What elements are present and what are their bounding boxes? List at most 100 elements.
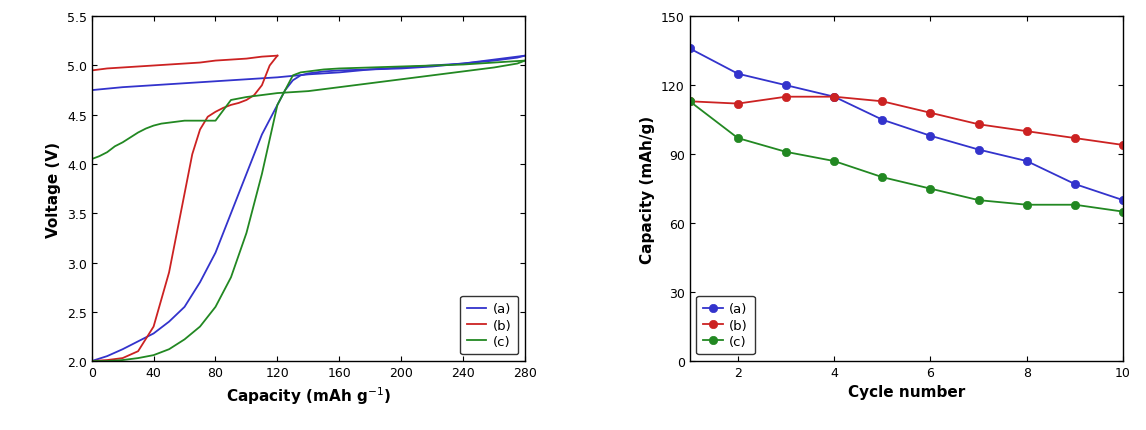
(b) xyxy=(93,68,107,73)
(c) xyxy=(731,136,745,141)
(b) xyxy=(779,95,793,100)
(a) xyxy=(270,76,284,81)
(c) xyxy=(147,124,160,129)
(b) xyxy=(101,67,115,72)
Line: (a): (a) xyxy=(92,56,525,91)
(c) xyxy=(1068,203,1082,208)
Y-axis label: Voltage (V): Voltage (V) xyxy=(46,141,61,237)
(c) xyxy=(240,95,253,100)
(b) xyxy=(1068,136,1082,141)
(c) xyxy=(178,119,191,124)
(b) xyxy=(827,95,841,100)
(c) xyxy=(101,150,115,155)
(c) xyxy=(170,120,183,125)
(b) xyxy=(209,59,222,64)
(b) xyxy=(132,65,146,70)
(a) xyxy=(85,88,99,93)
(c) xyxy=(194,119,207,124)
(c) xyxy=(124,135,138,141)
(b) xyxy=(163,63,176,68)
(a) xyxy=(510,56,524,61)
(c) xyxy=(972,198,986,203)
(c) xyxy=(139,127,152,132)
Line: (c): (c) xyxy=(92,61,525,160)
(b) xyxy=(178,62,191,67)
(c) xyxy=(93,154,107,160)
Y-axis label: Capacity (mAh/g): Capacity (mAh/g) xyxy=(641,115,656,263)
(c) xyxy=(510,62,524,67)
(a) xyxy=(876,118,889,123)
(c) xyxy=(827,159,841,164)
(c) xyxy=(186,119,199,124)
(b) xyxy=(683,99,697,104)
X-axis label: Capacity (mAh g$^{-1}$): Capacity (mAh g$^{-1}$) xyxy=(226,384,391,406)
(c) xyxy=(332,86,346,91)
Line: (a): (a) xyxy=(685,45,1128,205)
(a) xyxy=(456,62,470,67)
Legend: (a), (b), (c): (a), (b), (c) xyxy=(697,296,755,355)
(c) xyxy=(85,157,99,162)
(c) xyxy=(924,187,937,192)
(c) xyxy=(1116,209,1130,215)
(b) xyxy=(1020,129,1034,135)
(c) xyxy=(201,119,214,124)
(c) xyxy=(301,89,315,95)
(c) xyxy=(209,119,222,124)
X-axis label: Cycle number: Cycle number xyxy=(848,384,965,399)
(a) xyxy=(332,71,346,76)
(b) xyxy=(924,111,937,116)
(a) xyxy=(487,59,501,64)
Line: (c): (c) xyxy=(685,98,1128,216)
(a) xyxy=(827,95,841,100)
(c) xyxy=(394,77,408,83)
Legend: (a), (b), (c): (a), (b), (c) xyxy=(460,296,518,355)
(a) xyxy=(1116,198,1130,203)
Line: (b): (b) xyxy=(92,56,277,71)
(c) xyxy=(683,99,697,104)
(b) xyxy=(876,99,889,104)
(b) xyxy=(85,69,99,74)
(a) xyxy=(209,80,222,85)
(a) xyxy=(924,134,937,139)
(a) xyxy=(363,68,377,73)
(c) xyxy=(132,131,146,136)
(c) xyxy=(518,59,532,64)
(c) xyxy=(779,150,793,155)
(b) xyxy=(1116,143,1130,148)
(a) xyxy=(147,83,160,89)
(a) xyxy=(1020,159,1034,164)
(a) xyxy=(683,47,697,52)
(c) xyxy=(487,66,501,71)
(a) xyxy=(178,81,191,86)
(a) xyxy=(779,83,793,89)
(a) xyxy=(394,66,408,71)
(c) xyxy=(1020,203,1034,208)
(a) xyxy=(1068,182,1082,187)
(c) xyxy=(163,121,176,126)
(c) xyxy=(155,122,168,127)
(c) xyxy=(270,91,284,96)
(c) xyxy=(225,98,238,103)
(a) xyxy=(972,147,986,153)
(b) xyxy=(256,55,269,60)
(a) xyxy=(518,54,532,59)
(b) xyxy=(147,64,160,69)
(c) xyxy=(876,175,889,180)
(c) xyxy=(425,74,439,79)
(b) xyxy=(225,58,238,63)
(b) xyxy=(194,61,207,66)
(a) xyxy=(116,86,129,91)
(b) xyxy=(116,66,129,71)
(a) xyxy=(731,72,745,77)
(c) xyxy=(286,90,300,95)
(a) xyxy=(301,73,315,78)
(c) xyxy=(116,141,129,146)
(b) xyxy=(240,57,253,62)
(c) xyxy=(108,144,121,150)
(b) xyxy=(270,54,284,59)
(a) xyxy=(240,77,253,83)
(b) xyxy=(972,123,986,128)
(c) xyxy=(363,81,377,86)
(c) xyxy=(456,70,470,75)
(c) xyxy=(256,93,269,98)
